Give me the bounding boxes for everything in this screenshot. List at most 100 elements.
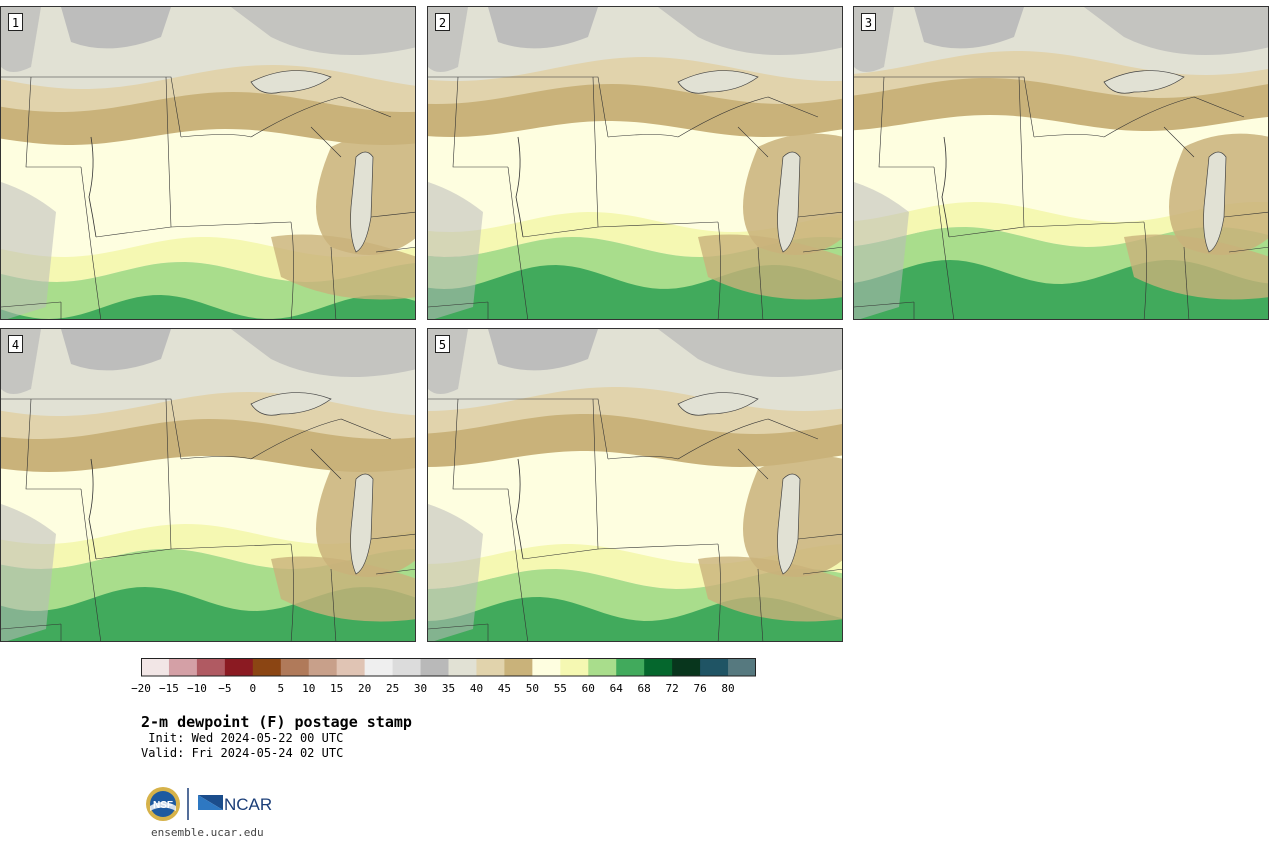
- state-boundary: [180, 134, 252, 138]
- dewpoint-band: [854, 115, 1268, 227]
- stamp-panel-4: 4: [0, 328, 416, 642]
- cloud-region: [231, 7, 415, 55]
- stamp-panel-1: 1: [0, 6, 416, 320]
- lake-superior: [1103, 70, 1185, 94]
- colorbar-tick-label: −20: [131, 682, 151, 695]
- state-boundary: [1, 301, 62, 308]
- colorbar-tick-label: 20: [358, 682, 372, 695]
- colorbar-swatch: [504, 658, 533, 676]
- colorbar-swatch: [196, 658, 226, 676]
- state-boundary: [677, 96, 819, 138]
- state-boundary: [250, 96, 392, 138]
- colorbar-swatch: [252, 658, 282, 676]
- lake-michigan: [350, 473, 374, 575]
- colorbar-tick-label: 68: [637, 682, 651, 695]
- colorbar-swatch: [392, 658, 422, 676]
- colorbar-swatch: [280, 658, 310, 676]
- state-boundary: [25, 76, 81, 168]
- colorbar-tick-label: −15: [159, 682, 179, 695]
- state-boundary: [428, 398, 609, 460]
- colorbar-swatch: [141, 658, 170, 676]
- colorbar-swatch: [420, 658, 449, 676]
- state-boundary: [1, 623, 62, 630]
- state-boundary: [1223, 211, 1268, 218]
- state-boundary: [802, 568, 842, 575]
- state-boundary: [290, 221, 294, 319]
- cloud-region: [488, 329, 598, 371]
- state-boundary: [330, 246, 337, 319]
- dewpoint-band: [1, 295, 415, 319]
- panel-label: 4: [8, 335, 23, 353]
- lake-michigan: [777, 473, 801, 575]
- colorbar-tick-label: 60: [581, 682, 595, 695]
- colorbar-swatch: [560, 658, 589, 676]
- state-boundary: [370, 211, 415, 218]
- state-boundary: [933, 166, 955, 319]
- colorbar-tick-label: 72: [665, 682, 679, 695]
- river: [88, 458, 97, 560]
- state-boundary: [597, 543, 719, 550]
- state-boundary: [25, 398, 81, 490]
- state-boundary: [80, 488, 102, 641]
- state-boundary: [170, 543, 292, 550]
- colorbar-tick-label: −10: [186, 682, 207, 695]
- state-boundary: [375, 568, 415, 575]
- colorbar-tick-label: 45: [497, 682, 512, 695]
- colorbar-swatch: [336, 658, 366, 676]
- colorbar-tick-label: 5: [277, 682, 285, 695]
- state-boundary: [1, 398, 182, 460]
- state-boundary: [1023, 221, 1145, 228]
- dewpoint-band: [1, 456, 415, 549]
- lake-superior: [677, 392, 759, 416]
- map-4: [1, 329, 415, 641]
- colorbar-swatch: [532, 658, 561, 676]
- state-boundary: [797, 211, 842, 218]
- state-boundary: [1183, 246, 1190, 319]
- state-boundary: [428, 301, 489, 308]
- dewpoint-band: [428, 387, 842, 449]
- colorbar-swatch: [728, 658, 756, 676]
- colorbar-tick-label: −5: [218, 682, 232, 695]
- state-boundary: [607, 456, 679, 460]
- colorbar-tick-label: 30: [413, 682, 428, 695]
- state-boundary: [507, 488, 529, 641]
- colorbar-tick-label: 25: [385, 682, 400, 695]
- state-boundary: [250, 418, 392, 460]
- state-boundary: [170, 221, 292, 228]
- map-1: [1, 7, 415, 319]
- dewpoint-band: [1, 419, 415, 483]
- colorbar-swatch: [644, 658, 673, 676]
- state-boundary: [310, 126, 342, 158]
- state-boundary: [1228, 246, 1268, 253]
- colorbar-swatch: [168, 658, 198, 676]
- lake-superior: [250, 392, 332, 416]
- state-boundary: [1033, 134, 1105, 138]
- colorbar-swatch: [224, 658, 254, 676]
- panel-label: 1: [8, 13, 23, 31]
- colorbar-tick-label: 40: [469, 682, 484, 695]
- state-boundary: [802, 246, 842, 253]
- cloud-region: [231, 329, 415, 377]
- state-boundary: [717, 543, 721, 641]
- dewpoint-band: [854, 78, 1268, 142]
- cloud-region: [61, 329, 171, 371]
- state-boundary: [428, 76, 609, 138]
- colorbar-tick-label: 64: [609, 682, 623, 695]
- stamp-panel-3: 3: [853, 6, 1269, 320]
- cloud-region: [488, 7, 598, 49]
- state-boundary: [597, 221, 719, 228]
- cloud-region: [1084, 7, 1268, 55]
- ncar-logo-text: NCAR: [224, 795, 272, 814]
- logos: NSF NCAR: [146, 787, 272, 821]
- state-boundary: [80, 166, 102, 319]
- init-time: Init: Wed 2024-05-22 00 UTC: [141, 731, 344, 745]
- dewpoint-band: [428, 121, 842, 237]
- panel-label: 5: [435, 335, 450, 353]
- river: [941, 136, 950, 238]
- colorbar-swatch: [616, 658, 645, 676]
- colorbar-tick-label: 76: [693, 682, 707, 695]
- state-boundary: [452, 76, 508, 168]
- state-boundary: [1, 76, 182, 138]
- state-boundary: [428, 623, 489, 630]
- stamp-panel-5: 5: [427, 328, 843, 642]
